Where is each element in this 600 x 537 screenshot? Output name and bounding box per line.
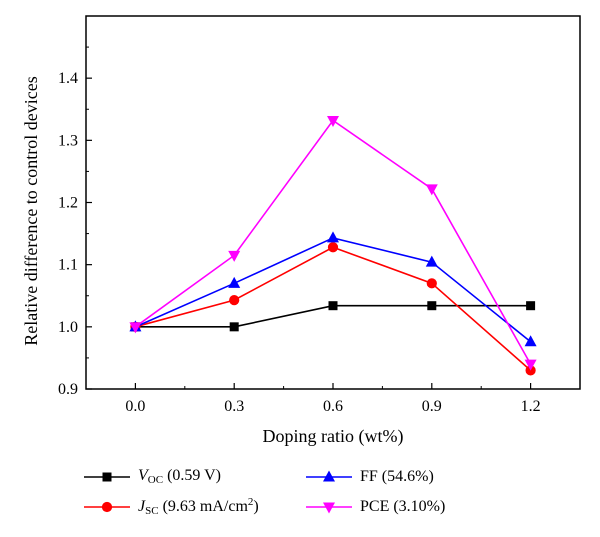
y-tick-label: 0.9 <box>58 381 78 398</box>
x-axis-ticks: 0.0 0.3 0.6 0.9 1.2 <box>125 383 541 415</box>
data-point <box>327 115 339 127</box>
data-point <box>427 301 437 311</box>
x-tick-label: 1.2 <box>521 398 541 415</box>
series-triangle-up <box>129 231 537 347</box>
y-tick-label: 1.3 <box>58 132 78 149</box>
data-point <box>228 250 241 262</box>
y-axis-ticks: 0.9 1.0 1.1 1.2 1.3 1.4 <box>58 46 92 398</box>
x-tick-label: 0.3 <box>224 398 244 415</box>
x-tick-label: 0.9 <box>422 398 442 415</box>
data-point <box>327 231 339 243</box>
data-point <box>229 295 240 306</box>
y-tick-label: 1.1 <box>58 257 78 274</box>
data-point <box>328 301 338 311</box>
data-point <box>327 242 339 253</box>
series-square <box>130 301 536 332</box>
data-point <box>426 278 437 289</box>
series-triangle-down <box>129 115 537 371</box>
y-tick-label: 1.2 <box>58 195 78 212</box>
data-point <box>229 322 239 332</box>
data-point <box>524 335 537 347</box>
data-point <box>228 276 241 288</box>
data-point <box>425 255 438 267</box>
y-tick-label: 1.0 <box>58 319 78 336</box>
y-axis-label: Relative difference to control devices <box>21 76 41 346</box>
data-point <box>524 359 537 371</box>
y-tick-label: 1.4 <box>58 70 78 87</box>
x-tick-label: 0.6 <box>323 398 343 415</box>
plot-area-frame <box>85 15 581 390</box>
series-layer <box>129 115 537 376</box>
data-point <box>526 301 536 311</box>
data-point <box>425 184 438 196</box>
data-point <box>129 322 142 334</box>
x-tick-label: 0.0 <box>125 398 145 415</box>
x-axis-label: Doping ratio (wt%) <box>263 426 404 447</box>
